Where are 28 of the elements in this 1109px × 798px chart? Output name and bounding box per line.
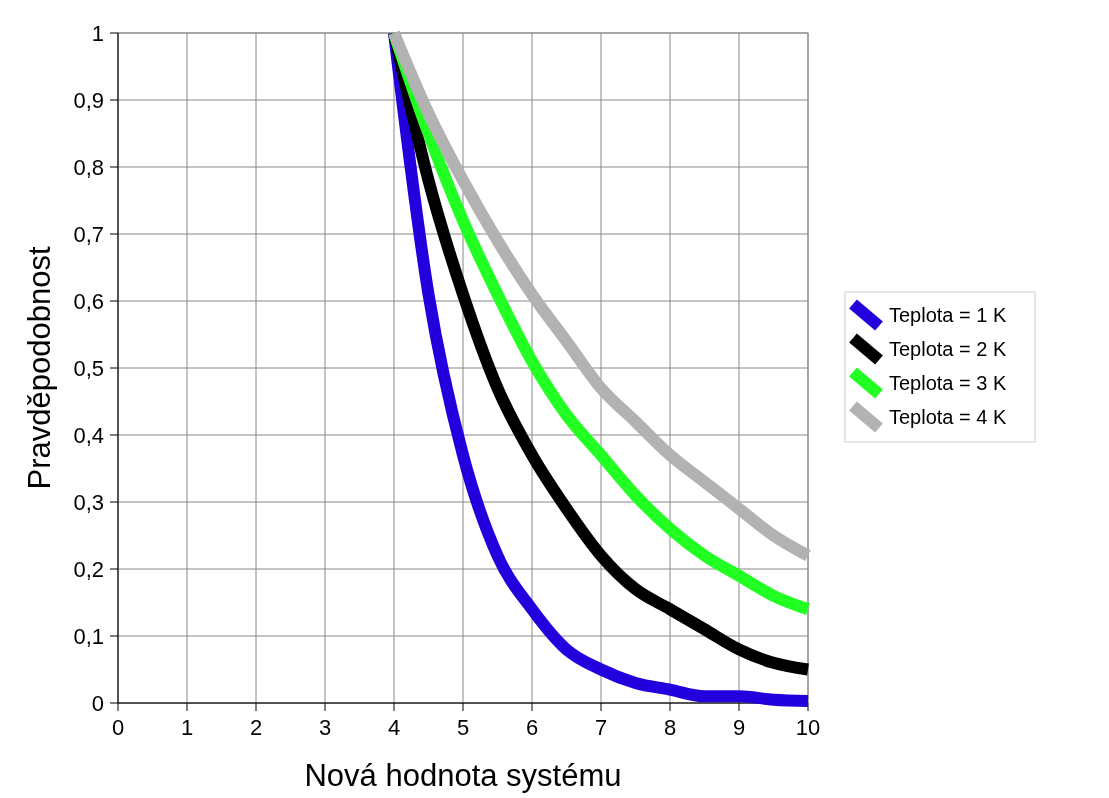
x-tick-label: 2 [249, 715, 263, 740]
x-tick-label: 7 [594, 715, 608, 740]
y-tick-label: 0 [91, 690, 104, 716]
y-axis-title: Pravděpodobnost [22, 246, 57, 490]
x-axis-title: Nová hodnota systému [304, 758, 622, 793]
y-tick-label: 0,9 [73, 87, 104, 113]
y-tick-label: 0,4 [73, 422, 104, 448]
y-tick-label: 0,7 [73, 221, 104, 247]
x-tick-label: 1 [180, 715, 194, 740]
y-tick-label: 0,2 [73, 556, 104, 582]
y-tick-label: 0,5 [73, 355, 104, 381]
x-tick-label: 9 [732, 715, 746, 740]
x-tick-label: 0 [111, 715, 125, 740]
x-tick-label: 6 [525, 715, 539, 740]
legend-label: Teplota = 3 K [889, 372, 1007, 394]
x-tick-label: 10 [795, 715, 821, 740]
x-tick-label: 3 [318, 715, 332, 740]
y-tick-label: 0,6 [73, 288, 104, 314]
y-tick-label: 0,3 [73, 489, 104, 515]
legend-label: Teplota = 2 K [889, 338, 1007, 360]
y-tick-label: 1 [91, 20, 104, 46]
legend-label: Teplota = 1 K [889, 304, 1007, 326]
legend-label: Teplota = 4 K [889, 406, 1007, 428]
x-tick-label: 5 [456, 715, 470, 740]
y-tick-label: 0,1 [73, 623, 104, 649]
x-tick-label: 4 [387, 715, 401, 740]
x-tick-label: 8 [663, 715, 677, 740]
y-tick-label: 0,8 [73, 154, 104, 180]
